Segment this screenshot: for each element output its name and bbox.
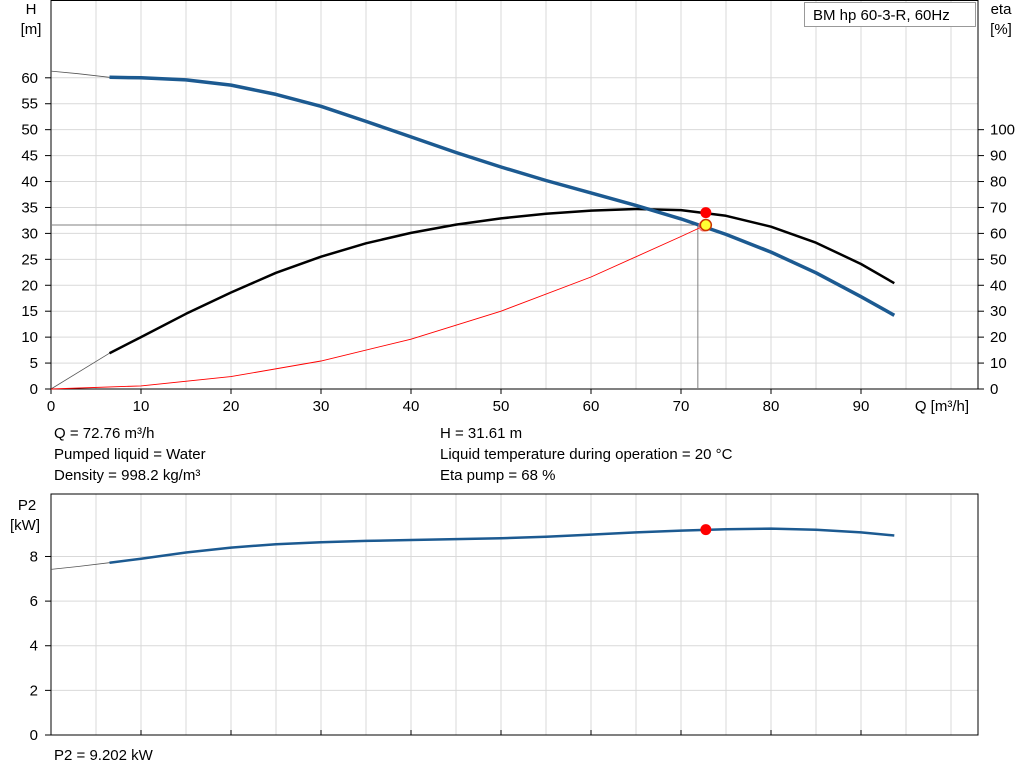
chart-title-legend: BM hp 60-3-R, 60Hz bbox=[804, 2, 976, 27]
x-tick-label: 30 bbox=[313, 398, 330, 415]
y-left-tick-label: 25 bbox=[21, 251, 38, 268]
y-tick-label: 4 bbox=[30, 638, 38, 655]
y-left-tick-label: 50 bbox=[21, 122, 38, 139]
y-right-axis-unit: [%] bbox=[990, 21, 1012, 38]
chart-title: BM hp 60-3-R, 60Hz bbox=[813, 7, 950, 24]
info-head: H = 31.61 m bbox=[440, 425, 523, 442]
y-right-tick-label: 70 bbox=[990, 199, 1007, 216]
info-left-column: Q = 72.76 m³/h Pumped liquid = Water Den… bbox=[54, 423, 206, 486]
y-right-tick-label: 100 bbox=[990, 122, 1015, 139]
y-right-tick-label: 0 bbox=[990, 381, 998, 398]
info-liquid: Pumped liquid = Water bbox=[54, 446, 206, 463]
y-tick-label: 2 bbox=[30, 682, 38, 699]
y-left-tick-label: 60 bbox=[21, 70, 38, 87]
y-right-axis-label: eta bbox=[991, 1, 1013, 18]
efficiency-curve-extrapolated bbox=[50, 352, 110, 390]
y-right-tick-label: 90 bbox=[990, 148, 1007, 165]
top-plot-grid bbox=[50, 0, 978, 390]
top-plot-series bbox=[50, 70, 896, 390]
x-axis-label: Q [m³/h] bbox=[915, 398, 969, 415]
efficiency-curve bbox=[108, 207, 895, 355]
p2-curve-extrapolated bbox=[50, 562, 110, 570]
x-tick-label: 90 bbox=[853, 398, 870, 415]
y-right-tick-label: 10 bbox=[990, 355, 1007, 372]
p2-curve bbox=[109, 527, 895, 564]
y-right-tick-label: 80 bbox=[990, 174, 1007, 191]
y-left-tick-label: 55 bbox=[21, 96, 38, 113]
y-right-tick-label: 60 bbox=[990, 225, 1007, 242]
bottom-plot-axes: 0 2 4 6 8 P2 [kW] bbox=[10, 493, 979, 744]
info-p2: P2 = 9.202 kW bbox=[54, 747, 153, 764]
info-flow: Q = 72.76 m³/h bbox=[54, 425, 155, 442]
y-axis-label: P2 bbox=[18, 497, 36, 514]
info-eta-pump: Eta pump = 68 % bbox=[440, 467, 556, 484]
y-left-tick-label: 5 bbox=[30, 355, 38, 372]
y-right-tick-label: 30 bbox=[990, 303, 1007, 320]
y-left-tick-label: 15 bbox=[21, 303, 38, 320]
y-tick-label: 8 bbox=[30, 548, 38, 565]
y-left-tick-label: 0 bbox=[30, 381, 38, 398]
x-tick-label: 60 bbox=[583, 398, 600, 415]
y-left-axis-unit: [m] bbox=[21, 21, 42, 38]
top-plot-frame bbox=[50, 0, 979, 390]
bottom-plot-series bbox=[50, 524, 895, 570]
info-density: Density = 998.2 kg/m³ bbox=[54, 467, 201, 484]
y-tick-label: 6 bbox=[30, 593, 38, 610]
head-operating-point-marker bbox=[699, 218, 713, 232]
y-right-tick-label: 20 bbox=[990, 329, 1007, 346]
y-left-tick-label: 40 bbox=[21, 174, 38, 191]
y-right-tick-label: 40 bbox=[990, 277, 1007, 294]
x-tick-label: 80 bbox=[763, 398, 780, 415]
info-power: P2 = 9.202 kW bbox=[54, 745, 153, 766]
y-left-axis-label: H bbox=[26, 1, 37, 18]
y-left-tick-label: 10 bbox=[21, 329, 38, 346]
qh-curve bbox=[109, 75, 896, 317]
y-axis-unit: [kW] bbox=[10, 517, 40, 534]
x-tick-label: 40 bbox=[403, 398, 420, 415]
y-right-tick-label: 50 bbox=[990, 251, 1007, 268]
qh-curve-extrapolated bbox=[50, 70, 110, 78]
x-tick-label: 50 bbox=[493, 398, 510, 415]
x-tick-label: 10 bbox=[133, 398, 150, 415]
top-plot-axes: 0 10 20 30 40 50 60 70 80 90 Q [m³/h] 0 5 10 15 20 25 30 3… bbox=[21, 0, 1015, 415]
y-tick-label: 0 bbox=[30, 727, 38, 744]
info-temperature: Liquid temperature during operation = 20… bbox=[440, 446, 733, 463]
bottom-plot-frame bbox=[50, 493, 979, 736]
efficiency-operating-point-marker bbox=[700, 207, 712, 219]
y-left-tick-label: 45 bbox=[21, 148, 38, 165]
y-left-tick-label: 35 bbox=[21, 199, 38, 216]
x-tick-label: 70 bbox=[673, 398, 690, 415]
y-left-tick-label: 30 bbox=[21, 225, 38, 242]
x-tick-label: 20 bbox=[223, 398, 240, 415]
system-curve bbox=[50, 224, 706, 390]
x-tick-label: 0 bbox=[47, 398, 55, 415]
p2-operating-point-marker bbox=[700, 524, 712, 536]
info-right-column: H = 31.61 m Liquid temperature during op… bbox=[440, 423, 732, 486]
y-left-tick-label: 20 bbox=[21, 277, 38, 294]
